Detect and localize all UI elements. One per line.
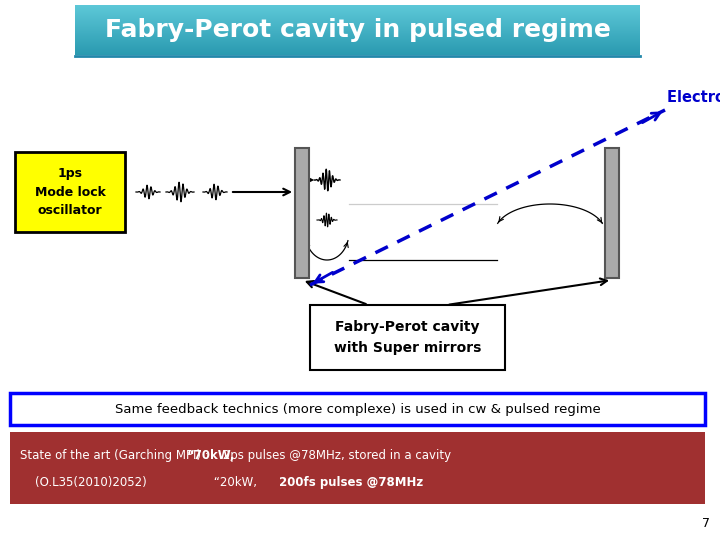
Text: “70kW,: “70kW, [186,449,235,462]
Bar [295,148,309,278]
Text: (O.L35(2010)2052): (O.L35(2010)2052) [20,476,147,489]
Text: 200fs pulses @78MHz: 200fs pulses @78MHz [275,476,423,489]
Bar [605,148,619,278]
Text: 2ps pulses @78MHz, stored in a cavity: 2ps pulses @78MHz, stored in a cavity [220,449,451,462]
Text: 7: 7 [702,517,710,530]
Bar [10,432,705,504]
Text: Fabry-Perot cavity
with Super mirrors: Fabry-Perot cavity with Super mirrors [334,320,481,355]
Bar [15,152,125,232]
Text: 1ps
Mode lock
oscillator: 1ps Mode lock oscillator [35,166,105,218]
Text: Electron beam: Electron beam [667,90,720,105]
Bar [10,393,705,425]
Bar [310,305,505,370]
Text: “20kW,: “20kW, [120,476,257,489]
Text: Fabry-Perot cavity in pulsed regime: Fabry-Perot cavity in pulsed regime [104,18,611,42]
Text: Same feedback technics (more complexe) is used in cw & pulsed regime: Same feedback technics (more complexe) i… [114,402,600,415]
Text: State of the art (Garching MPI) :: State of the art (Garching MPI) : [20,449,216,462]
